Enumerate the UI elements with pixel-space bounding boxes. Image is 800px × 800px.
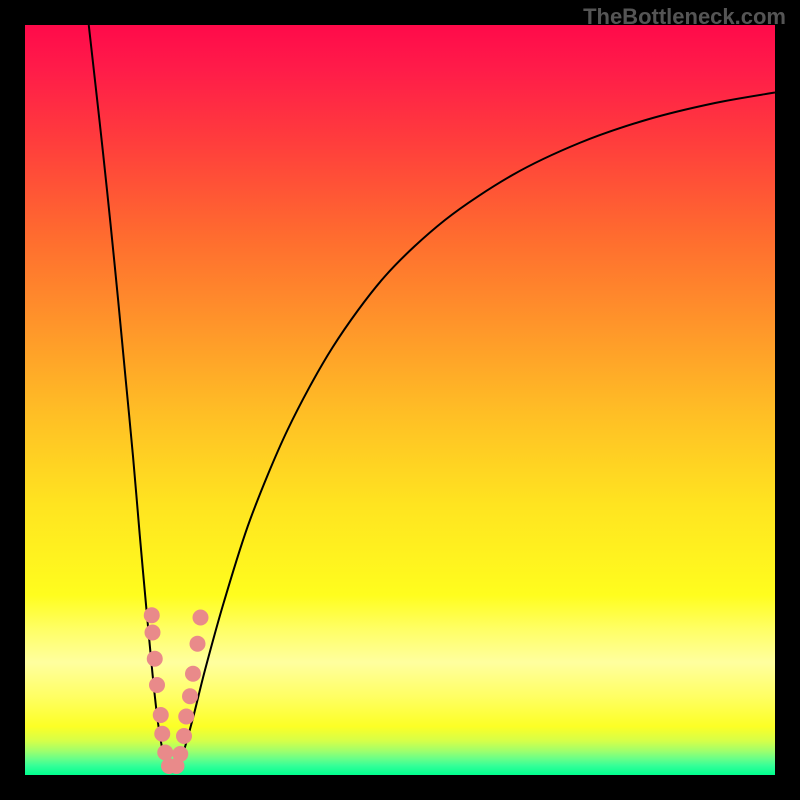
chart-container: TheBottleneck.com [0,0,800,800]
data-marker [178,709,194,725]
data-marker [154,726,170,742]
data-marker [172,746,188,762]
watermark-text: TheBottleneck.com [583,4,786,30]
data-marker [176,728,192,744]
data-marker [149,677,165,693]
curve-layer [25,25,775,775]
data-marker [182,688,198,704]
right-branch-curve [171,93,776,773]
data-marker [157,745,173,761]
data-marker [153,707,169,723]
data-marker [190,636,206,652]
data-marker [193,610,209,626]
data-marker [185,666,201,682]
plot-frame [25,25,775,775]
data-marker [145,625,161,641]
data-marker [144,607,160,623]
data-marker [147,651,163,667]
